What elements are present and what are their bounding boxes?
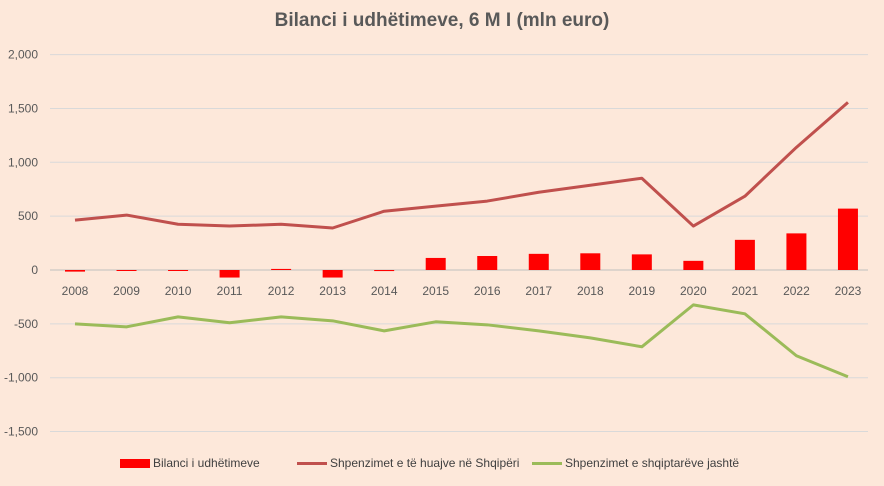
bar-2008 — [65, 270, 85, 272]
line-series-2 — [74, 303, 849, 379]
bar-2023 — [837, 208, 858, 270]
bar-2011 — [219, 270, 240, 278]
legend-swatch-bar — [120, 458, 150, 468]
y-tick-label: -1,000 — [4, 371, 38, 385]
line-series-1 — [74, 101, 849, 230]
x-tick-label: 2016 — [474, 284, 501, 298]
x-tick-label: 2010 — [165, 284, 192, 298]
x-tick-label: 2018 — [577, 284, 604, 298]
y-tick-label: 0 — [31, 263, 38, 277]
bar-2012 — [271, 268, 292, 270]
y-tick-label: -1,500 — [4, 425, 38, 439]
legend-label: Bilanci i udhëtimeve — [153, 456, 260, 470]
x-tick-label: 2019 — [628, 284, 655, 298]
bar-2018 — [580, 253, 601, 270]
x-tick-label: 2014 — [371, 284, 398, 298]
bar-2015 — [425, 257, 446, 270]
bar-2009 — [116, 270, 137, 271]
x-tick-label: 2021 — [732, 284, 759, 298]
bar-2010 — [168, 270, 189, 271]
y-tick-label: 2,000 — [8, 48, 38, 62]
x-tick-label: 2023 — [835, 284, 862, 298]
chart-title: Bilanci i udhëtimeve, 6 M I (mln euro) — [274, 10, 610, 31]
bar-2017 — [528, 253, 549, 270]
bar-2020 — [683, 260, 704, 270]
x-tick-label: 2009 — [113, 284, 140, 298]
y-tick-label: 500 — [18, 209, 38, 223]
bar-2022 — [786, 233, 807, 270]
legend-swatch-line — [532, 461, 562, 465]
y-tick-label: 1,500 — [8, 101, 38, 115]
x-tick-label: 2022 — [783, 284, 810, 298]
x-tick-label: 2017 — [525, 284, 552, 298]
x-tick-label: 2011 — [217, 284, 243, 298]
x-tick-label: 2012 — [268, 284, 295, 298]
x-tick-label: 2008 — [62, 284, 89, 298]
x-tick-label: 2013 — [319, 284, 346, 298]
legend-swatch-line — [297, 461, 327, 465]
bar-2016 — [477, 255, 498, 270]
legend-item-foreigners: Shpenzimet e të huajve në Shqipëri — [297, 456, 519, 470]
bar-2019 — [631, 254, 652, 270]
x-tick-label: 2020 — [680, 284, 707, 298]
legend-label: Shpenzimet e shqiptarëve jashtë — [565, 456, 740, 470]
y-tick-label: 1,000 — [8, 155, 38, 169]
x-tick-label: 2015 — [422, 284, 449, 298]
y-tick-label: -500 — [14, 317, 38, 331]
legend-label: Shpenzimet e të huajve në Shqipëri — [330, 456, 520, 470]
bar-2014 — [374, 270, 395, 272]
legend-item-balance: Bilanci i udhëtimeve — [120, 456, 260, 470]
legend-item-albanians: Shpenzimet e shqiptarëve jashtë — [532, 456, 739, 470]
bar-2013 — [322, 270, 343, 278]
bar-2021 — [734, 239, 755, 270]
